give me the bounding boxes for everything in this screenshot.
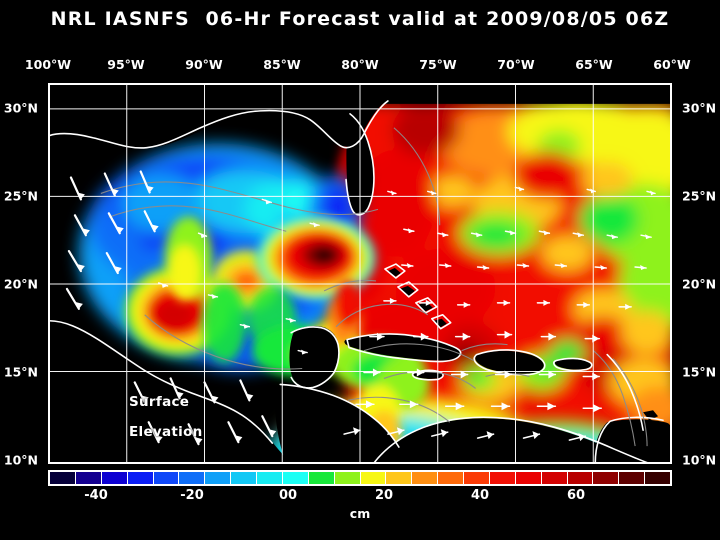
- colorbar-swatch: [257, 472, 283, 484]
- colorbar-swatch: [645, 472, 670, 484]
- colorbar-swatch: [153, 472, 180, 484]
- colorbar-swatch: [567, 472, 594, 484]
- lat-tick-label: 10°N: [3, 452, 38, 468]
- lat-tick-label: 30°N: [682, 100, 717, 116]
- colorbar-swatch: [127, 472, 154, 484]
- lon-tick-label: 95°W: [107, 57, 145, 72]
- longitude-axis: 100°W 95°W 90°W 85°W 80°W 75°W 70°W 65°W…: [0, 57, 720, 75]
- coastline: [49, 100, 664, 463]
- lon-tick-label: 80°W: [341, 57, 379, 72]
- colorbar-swatch: [282, 472, 309, 484]
- colorbar-tick: -40: [84, 488, 108, 503]
- colorbar-swatch: [101, 472, 128, 484]
- colorbar-swatch: [593, 472, 620, 484]
- colorbar-tick-labels: -40 -20 00 20 40 60: [0, 488, 720, 506]
- lon-tick-label: 70°W: [497, 57, 535, 72]
- lon-tick-label: 65°W: [575, 57, 613, 72]
- colorbar-swatch: [50, 472, 76, 484]
- bathymetry-contours: [100, 127, 648, 447]
- lat-tick-label: 15°N: [3, 364, 38, 380]
- lon-tick-label: 60°W: [653, 57, 691, 72]
- map-border: [49, 84, 671, 463]
- colorbar-swatch: [464, 472, 490, 484]
- colorbar-swatch: [308, 472, 335, 484]
- lon-tick-label: 90°W: [185, 57, 223, 72]
- lat-tick-label: 20°N: [682, 276, 717, 292]
- colorbar-swatch: [205, 472, 232, 484]
- map-annotation-line1: Surface: [129, 394, 190, 410]
- colorbar-swatch: [386, 472, 413, 484]
- colorbar-swatch: [360, 472, 387, 484]
- lon-tick-label: 100°W: [24, 57, 72, 72]
- page-title: NRL IASNFS 06-Hr Forecast valid at 2009/…: [50, 8, 670, 30]
- colorbar-tick: 00: [278, 488, 298, 503]
- field-gulf-of-mexico: [78, 143, 430, 459]
- colorbar-tick: 60: [566, 488, 586, 503]
- colorbar-swatch: [75, 472, 102, 484]
- colorbar-unit-label: cm: [349, 506, 371, 521]
- colorbar-tick: 40: [470, 488, 490, 503]
- colorbar-swatch: [179, 472, 206, 484]
- colorbar-swatch: [438, 472, 464, 484]
- colorbar-tick: -20: [180, 488, 204, 503]
- lat-tick-label: 25°N: [3, 188, 38, 204]
- colorbar-swatch: [515, 472, 542, 484]
- map-gridlines: [49, 84, 671, 463]
- lat-tick-label: 10°N: [682, 452, 717, 468]
- colorbar-swatch: [541, 472, 568, 484]
- lon-tick-label: 85°W: [263, 57, 301, 72]
- map-canvas: [49, 84, 671, 463]
- colorbar[interactable]: [48, 470, 672, 486]
- colorbar-swatch: [619, 472, 646, 484]
- map-annotation-line2: Elevation: [129, 424, 203, 440]
- sea-surface-elevation-map[interactable]: Surface Elevation: [48, 83, 672, 464]
- lat-tick-label: 30°N: [3, 100, 38, 116]
- lon-tick-label: 75°W: [419, 57, 457, 72]
- lat-tick-label: 15°N: [682, 364, 717, 380]
- lat-tick-label: 25°N: [682, 188, 717, 204]
- colorbar-swatch: [412, 472, 439, 484]
- colorbar-tick: 20: [374, 488, 394, 503]
- current-vectors: [65, 170, 656, 446]
- colorbar-swatch: [231, 472, 257, 484]
- loop-current-eddy: [254, 214, 378, 302]
- lat-tick-label: 20°N: [3, 276, 38, 292]
- colorbar-swatch: [334, 472, 361, 484]
- colorbar-swatch: [489, 472, 516, 484]
